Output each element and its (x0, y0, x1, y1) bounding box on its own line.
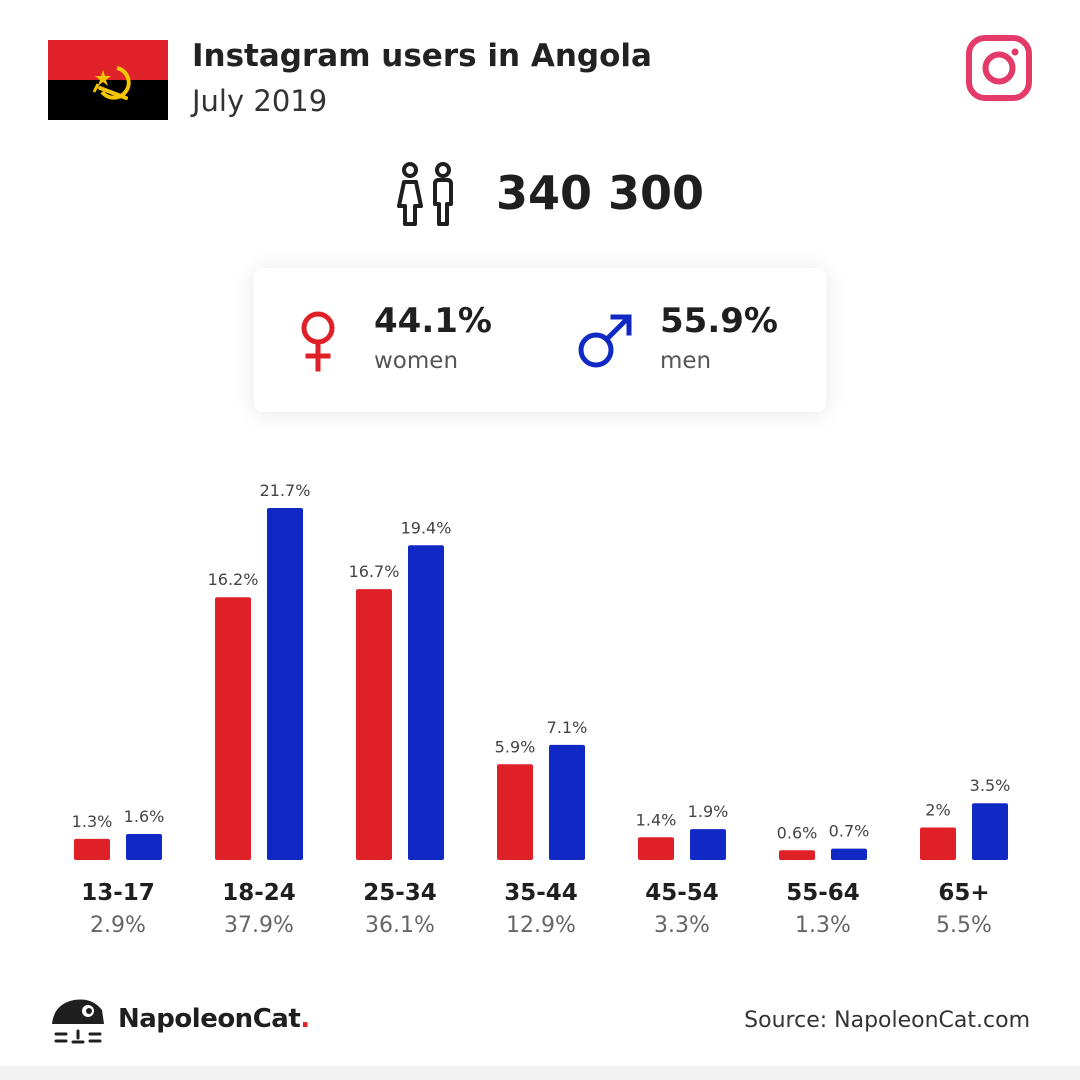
gender-card: 44.1% women 55.9% men (254, 268, 826, 412)
male-symbol-icon (578, 314, 632, 368)
source-text: Source: NapoleonCat.com (744, 1008, 1030, 1033)
bar-men-35-44 (549, 744, 585, 860)
bar-men-45-54 (690, 829, 726, 860)
data-label-women-13-17: 1.3% (72, 812, 113, 831)
women-percentage: 44.1% (374, 301, 492, 341)
data-label-women-65+: 2% (925, 801, 950, 820)
data-label-men-55-64: 0.7% (829, 822, 870, 841)
brand-dot: . (300, 1004, 310, 1034)
category-label-25-34: 25-34 (363, 880, 437, 906)
angola-flag-icon (48, 40, 168, 120)
data-label-men-18-24: 21.7% (260, 481, 311, 500)
category-total-45-54: 3.3% (654, 913, 710, 938)
data-label-women-25-34: 16.7% (349, 562, 400, 581)
page-subtitle: July 2019 (192, 84, 328, 118)
data-label-women-55-64: 0.6% (777, 823, 818, 842)
category-label-13-17: 13-17 (81, 880, 155, 906)
bar-women-45-54 (638, 837, 674, 860)
category-total-35-44: 12.9% (506, 913, 576, 938)
category-total-18-24: 37.9% (224, 913, 294, 938)
data-label-men-13-17: 1.6% (124, 807, 165, 826)
category-label-45-54: 45-54 (645, 880, 719, 906)
bar-men-13-17 (126, 834, 162, 860)
bar-women-18-24 (215, 597, 251, 860)
data-label-women-35-44: 5.9% (495, 737, 536, 756)
female-symbol-icon (301, 311, 335, 372)
brand-name: NapoleonCat. (118, 1004, 310, 1034)
category-total-25-34: 36.1% (365, 913, 435, 938)
data-label-men-25-34: 19.4% (401, 518, 452, 537)
category-total-55-64: 1.3% (795, 913, 851, 938)
bar-women-55-64 (779, 850, 815, 860)
napoleoncat-logo-icon (52, 999, 104, 1044)
category-total-13-17: 2.9% (90, 913, 146, 938)
total-users-value: 340 300 (496, 166, 705, 220)
bar-women-65+ (920, 827, 956, 860)
page-title: Instagram users in Angola (192, 38, 652, 74)
bar-men-18-24 (267, 508, 303, 860)
bottom-strip (0, 1066, 1080, 1080)
instagram-icon (966, 35, 1032, 101)
bar-women-35-44 (497, 764, 533, 860)
data-label-women-45-54: 1.4% (636, 810, 677, 829)
people-icon (397, 162, 453, 226)
bar-women-25-34 (356, 589, 392, 860)
category-label-35-44: 35-44 (504, 880, 578, 906)
data-label-women-18-24: 16.2% (208, 570, 259, 589)
bar-men-65+ (972, 803, 1008, 860)
data-label-men-35-44: 7.1% (547, 718, 588, 737)
category-label-55-64: 55-64 (786, 880, 860, 906)
category-total-65+: 5.5% (936, 913, 992, 938)
bar-men-55-64 (831, 848, 867, 860)
bar-men-25-34 (408, 545, 444, 860)
data-label-men-65+: 3.5% (970, 776, 1011, 795)
category-label-18-24: 18-24 (222, 880, 296, 906)
category-label-65+: 65+ (938, 880, 989, 906)
men-label: men (660, 348, 712, 374)
brand-name-text: NapoleonCat (118, 1004, 301, 1034)
men-percentage: 55.9% (660, 301, 778, 341)
data-label-men-45-54: 1.9% (688, 802, 729, 821)
age-gender-bar-chart: 1.3% 1.6% 13-17 2.9% 16.2% 21.7% 18-24 37.9% 16.… (72, 481, 1011, 938)
women-label: women (374, 348, 459, 374)
bar-women-13-17 (74, 838, 110, 860)
